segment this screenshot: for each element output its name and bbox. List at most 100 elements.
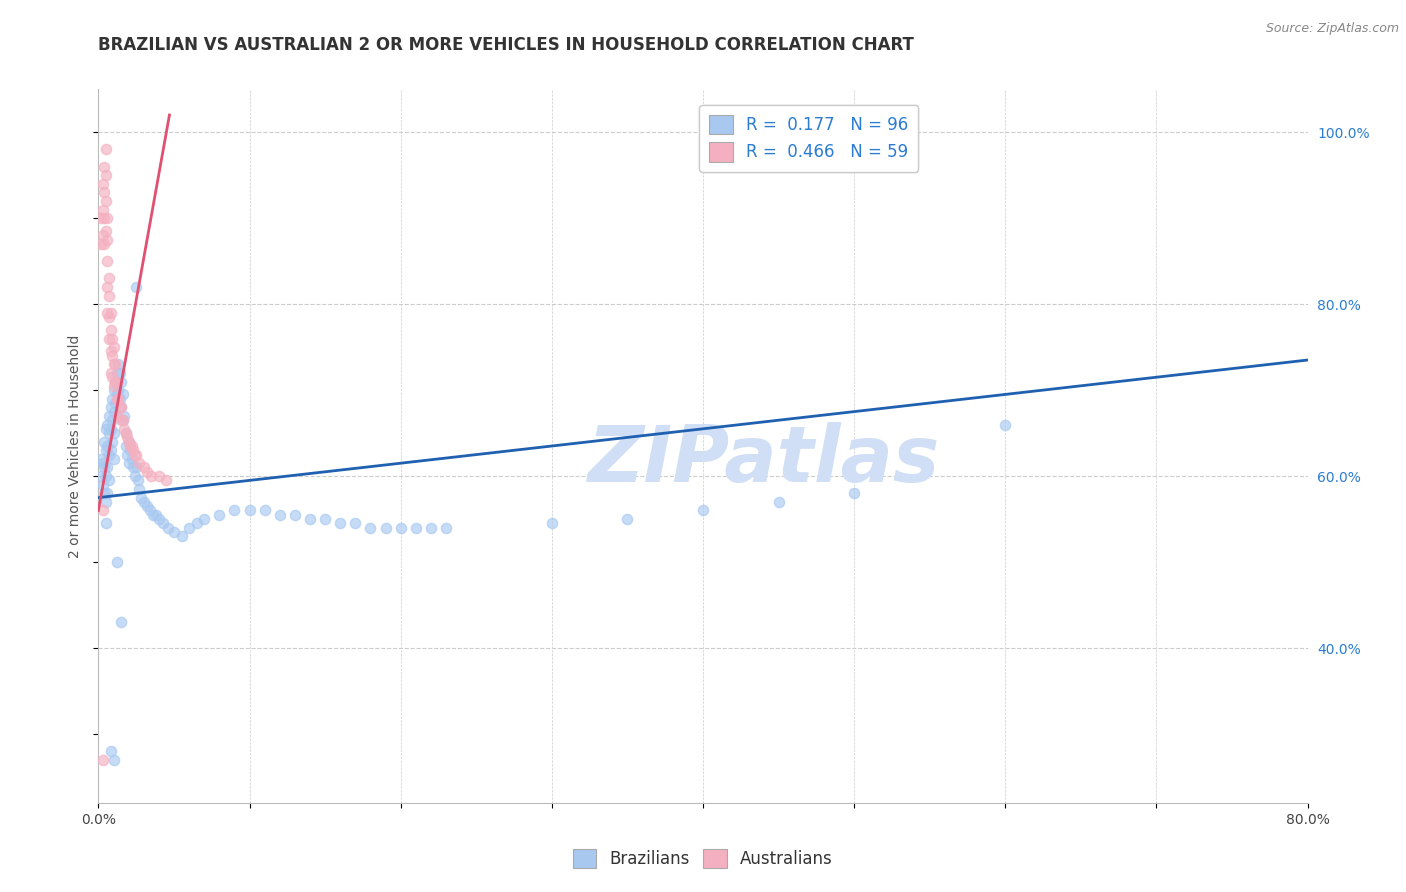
Point (96, 486, 118, 500)
Point (132, 460, 155, 475)
Point (93, 236, 115, 251)
Legend: R =  0.177   N = 96, R =  0.466   N = 59: R = 0.177 N = 96, R = 0.466 N = 59 (699, 104, 918, 171)
Point (93, 434, 115, 449)
Point (94, 469, 117, 483)
Point (107, 392, 129, 406)
Point (107, 357, 129, 371)
Point (239, 503, 262, 517)
Point (692, 503, 714, 517)
Point (107, 383, 129, 397)
Point (94, 168, 117, 182)
Point (103, 404, 125, 418)
Point (101, 349, 124, 363)
Point (101, 370, 124, 384)
Point (120, 439, 142, 453)
Point (91, 503, 114, 517)
Point (121, 439, 143, 453)
Text: ZIPatlas: ZIPatlas (588, 422, 939, 499)
Point (103, 426, 125, 441)
Point (108, 392, 131, 406)
Point (90, 469, 112, 483)
Point (96, 211, 118, 226)
Point (90, 236, 112, 251)
Point (124, 448, 146, 462)
Point (111, 413, 134, 427)
Point (115, 430, 138, 444)
Point (105, 366, 128, 380)
Point (100, 344, 122, 359)
Point (121, 451, 143, 466)
Point (314, 512, 336, 526)
Point (94, 142, 117, 156)
Point (118, 434, 141, 449)
Point (108, 401, 131, 415)
Point (98, 332, 121, 346)
Point (253, 503, 276, 517)
Point (224, 503, 246, 517)
Point (91, 753, 114, 767)
Point (91, 477, 114, 491)
Point (98, 474, 121, 488)
Point (101, 413, 124, 427)
Point (405, 521, 427, 535)
Point (96, 280, 118, 294)
Point (110, 401, 132, 415)
Point (193, 512, 215, 526)
Point (163, 524, 186, 539)
Point (768, 495, 790, 509)
Point (269, 508, 291, 522)
Point (145, 508, 167, 522)
Point (111, 387, 134, 401)
Point (170, 529, 193, 543)
Point (96, 439, 118, 453)
Point (125, 280, 148, 294)
Point (98, 271, 121, 285)
Point (125, 460, 148, 475)
Point (100, 744, 122, 758)
Point (112, 409, 135, 423)
Point (100, 366, 122, 380)
Point (114, 426, 136, 441)
Point (94, 224, 117, 238)
Point (105, 387, 128, 401)
Point (844, 486, 866, 500)
Point (122, 443, 145, 458)
Point (98, 448, 121, 462)
Point (135, 499, 157, 513)
Point (98, 288, 121, 302)
Point (186, 516, 208, 531)
Point (299, 512, 322, 526)
Point (100, 401, 122, 415)
Point (112, 422, 135, 436)
Point (110, 375, 132, 389)
Point (155, 474, 177, 488)
Point (142, 508, 165, 522)
Point (100, 443, 122, 458)
Point (101, 332, 124, 346)
Point (93, 211, 115, 226)
Point (132, 495, 155, 509)
Point (90, 211, 112, 226)
Point (94, 422, 117, 436)
Point (96, 460, 118, 475)
Point (94, 194, 117, 208)
Point (100, 306, 122, 320)
Point (118, 456, 141, 470)
Point (103, 379, 125, 393)
Point (616, 512, 638, 526)
Point (114, 426, 136, 441)
Point (360, 521, 382, 535)
Text: BRAZILIAN VS AUSTRALIAN 2 OR MORE VEHICLES IN HOUSEHOLD CORRELATION CHART: BRAZILIAN VS AUSTRALIAN 2 OR MORE VEHICL… (98, 36, 914, 54)
Point (110, 401, 132, 415)
Point (129, 491, 152, 505)
Point (110, 413, 132, 427)
Point (420, 521, 443, 535)
Point (103, 383, 125, 397)
Point (93, 460, 115, 475)
Point (91, 456, 114, 470)
Point (120, 443, 142, 458)
Point (98, 426, 121, 441)
Point (104, 396, 127, 410)
Point (93, 486, 115, 500)
Point (389, 521, 412, 535)
